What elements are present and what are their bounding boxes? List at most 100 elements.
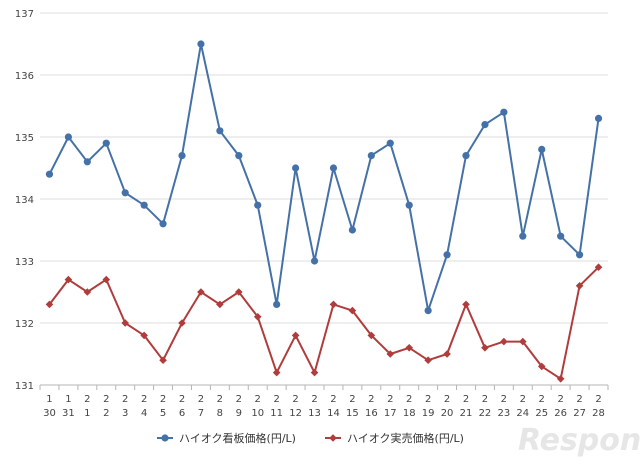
data-point xyxy=(216,300,224,309)
y-tick-label: 133 xyxy=(15,257,34,268)
data-point xyxy=(367,331,376,340)
x-tick-label-month: 2 xyxy=(444,394,450,405)
x-tick-label-month: 2 xyxy=(217,394,223,405)
data-point xyxy=(405,344,413,352)
x-tick-label-month: 2 xyxy=(349,394,355,405)
x-tick-label-day: 11 xyxy=(270,408,283,419)
data-point xyxy=(102,139,110,147)
data-point xyxy=(178,319,186,327)
x-tick-label-month: 2 xyxy=(520,394,526,405)
series-group xyxy=(45,40,603,383)
watermark-logo: Response. xyxy=(518,423,640,458)
data-point xyxy=(197,40,205,48)
x-tick-label-day: 19 xyxy=(422,408,435,419)
x-tick-label-month: 2 xyxy=(387,394,393,405)
data-point xyxy=(556,375,565,383)
data-point xyxy=(594,263,603,271)
x-tick-label-day: 13 xyxy=(308,408,321,419)
x-tick-label-day: 27 xyxy=(573,408,586,419)
legend-marker xyxy=(161,434,169,442)
x-tick-label-day: 22 xyxy=(479,408,492,419)
data-point xyxy=(594,114,603,122)
series-line xyxy=(48,43,600,312)
data-point xyxy=(83,158,91,166)
y-axis: 131 132 133 134 135 136 137 xyxy=(15,9,34,392)
legend-label: ハイオク看板価格(円/L) xyxy=(179,431,296,445)
data-point xyxy=(140,201,148,209)
x-tick-label-month: 2 xyxy=(311,394,317,405)
data-point xyxy=(292,164,300,172)
data-point xyxy=(310,368,319,377)
data-point xyxy=(216,127,224,135)
data-point xyxy=(405,201,413,209)
x-tick-label-day: 10 xyxy=(251,408,264,419)
data-point xyxy=(462,300,470,309)
data-point xyxy=(462,152,470,160)
x-tick-label-month: 2 xyxy=(84,394,90,405)
x-tick-label-day: 23 xyxy=(497,408,510,419)
data-point xyxy=(424,307,432,315)
x-tick-label-day: 25 xyxy=(535,408,548,419)
x-tick-label-day: 3 xyxy=(122,408,128,419)
data-point xyxy=(500,337,508,346)
x-tick-label-month: 2 xyxy=(292,394,298,405)
data-point xyxy=(386,139,394,147)
data-point xyxy=(121,319,129,327)
x-tick-label-month: 2 xyxy=(103,394,109,405)
legend-marker xyxy=(329,434,337,442)
data-point xyxy=(273,300,281,308)
data-point xyxy=(45,300,54,309)
data-point xyxy=(386,350,395,358)
data-point xyxy=(519,232,527,240)
x-tick-label-day: 14 xyxy=(327,408,340,419)
x-tick-label-month: 1 xyxy=(46,394,52,405)
data-point xyxy=(159,220,167,228)
x-tick-label-day: 28 xyxy=(592,408,605,419)
data-point xyxy=(443,251,451,259)
data-point xyxy=(235,288,243,296)
x-tick-label-month: 2 xyxy=(160,394,166,405)
data-point xyxy=(348,226,356,234)
x-tick-label-day: 17 xyxy=(384,408,397,419)
y-tick-label: 134 xyxy=(15,195,34,206)
data-point xyxy=(310,257,319,265)
x-tick-label-day: 18 xyxy=(403,408,416,419)
x-tick-label-month: 2 xyxy=(595,394,601,405)
x-tick-label-day: 21 xyxy=(460,408,473,419)
data-point xyxy=(329,164,338,172)
x-tick-label-month: 2 xyxy=(425,394,431,405)
x-tick-label-day: 2 xyxy=(103,408,109,419)
x-tick-label-day: 8 xyxy=(217,408,223,419)
x-tick-label-day: 24 xyxy=(516,408,529,419)
y-tick-label: 136 xyxy=(15,71,34,82)
data-point xyxy=(83,288,92,296)
data-point xyxy=(538,145,546,153)
x-tick-label-day: 9 xyxy=(236,408,242,419)
data-point xyxy=(576,251,584,259)
x-tick-label-day: 6 xyxy=(179,408,185,419)
data-point xyxy=(367,152,375,160)
data-point xyxy=(443,350,451,358)
legend: ハイオク看板価格(円/L) ハイオク実売価格(円/L) xyxy=(157,431,464,445)
x-tick-label-month: 2 xyxy=(463,394,469,405)
data-point xyxy=(481,344,489,352)
x-axis: 1301312122232425262728292102112122132142… xyxy=(39,385,609,419)
y-tick-label: 132 xyxy=(15,319,34,330)
x-tick-label-month: 2 xyxy=(179,394,185,405)
data-point xyxy=(519,337,527,346)
data-point xyxy=(348,306,357,315)
x-tick-label-month: 2 xyxy=(501,394,507,405)
data-point xyxy=(197,288,205,296)
gridlines xyxy=(40,12,608,386)
x-tick-label-day: 16 xyxy=(365,408,378,419)
data-point xyxy=(64,275,73,284)
legend-label: ハイオク実売価格(円/L) xyxy=(347,431,464,445)
x-tick-label-month: 2 xyxy=(236,394,242,405)
x-tick-label-month: 2 xyxy=(198,394,204,405)
data-point xyxy=(575,282,584,290)
data-point xyxy=(253,313,262,321)
x-tick-label-month: 2 xyxy=(330,394,336,405)
x-tick-label-day: 26 xyxy=(554,408,567,419)
data-point xyxy=(64,133,72,141)
